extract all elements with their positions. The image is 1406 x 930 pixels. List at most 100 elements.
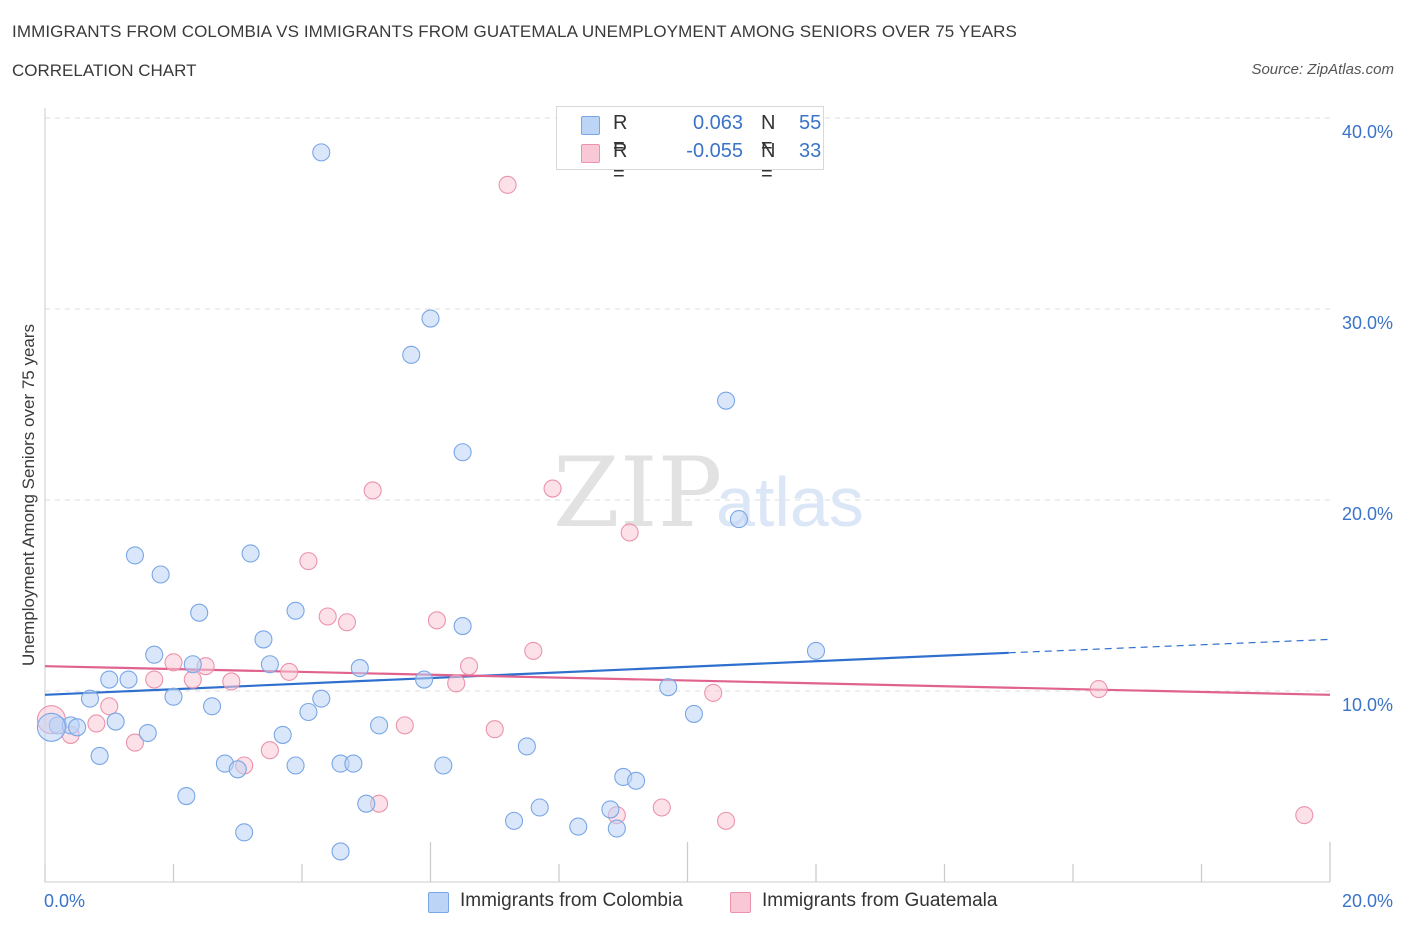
point-colombia — [350, 659, 369, 678]
bottom-legend-label-colombia: Immigrants from Colombia — [460, 890, 683, 911]
point-colombia — [312, 689, 331, 708]
legend-r-label: R = — [613, 140, 628, 185]
point-colombia — [370, 716, 389, 735]
point-guatemala — [1295, 806, 1314, 825]
point-colombia — [659, 678, 678, 697]
point-guatemala — [395, 716, 414, 735]
point-guatemala — [652, 798, 671, 817]
point-colombia — [434, 756, 453, 775]
trend-line-guatemala — [44, 665, 1331, 696]
point-guatemala — [145, 670, 164, 689]
point-guatemala — [87, 714, 106, 733]
point-colombia — [80, 689, 100, 708]
point-guatemala — [125, 733, 144, 752]
point-colombia — [90, 746, 109, 765]
point-colombia — [273, 725, 292, 744]
point-guatemala — [363, 481, 382, 500]
point-colombia — [241, 544, 260, 563]
point-colombia — [203, 697, 222, 716]
point-colombia — [228, 760, 247, 779]
point-guatemala — [543, 479, 562, 498]
source-label: Source: ZipAtlas.com — [1251, 61, 1394, 78]
point-guatemala — [164, 653, 183, 672]
y-tick-label: 40.0% — [1342, 122, 1393, 142]
point-colombia — [453, 617, 472, 636]
axes — [44, 108, 1331, 883]
legend-swatch-colombia — [581, 116, 600, 135]
point-guatemala — [459, 657, 479, 676]
point-colombia — [183, 655, 202, 674]
point-colombia — [190, 603, 209, 622]
point-colombia — [235, 823, 254, 842]
point-colombia — [344, 754, 363, 773]
chart-subtitle: CORRELATION CHART — [12, 61, 197, 80]
point-guatemala — [280, 662, 299, 681]
trend-line-colombia — [44, 651, 1009, 696]
point-colombia — [331, 842, 350, 861]
trend-lines — [44, 638, 1331, 696]
watermark-atlas: atlas — [716, 463, 864, 541]
legend-r-value: -0.055 — [686, 140, 743, 162]
point-guatemala — [524, 641, 543, 660]
point-colombia — [517, 737, 536, 756]
point-colombia — [569, 817, 588, 836]
legend-swatch-guatemala — [581, 144, 600, 163]
point-colombia — [151, 565, 170, 584]
point-guatemala — [260, 741, 279, 760]
data-points — [36, 143, 1314, 861]
grid-lines — [45, 117, 1330, 692]
point-colombia — [286, 756, 305, 775]
point-colombia — [164, 687, 183, 706]
point-colombia — [177, 786, 196, 806]
y-axis-label: Unemployment Among Seniors over 75 years — [19, 323, 38, 667]
y-tick-label: 30.0% — [1342, 313, 1393, 333]
watermark: ZIP atlas — [553, 437, 864, 549]
bottom-legend-label-guatemala: Immigrants from Guatemala — [762, 890, 998, 911]
bottom-legend-swatch-colombia — [428, 892, 449, 913]
bottom-legend-swatch-guatemala — [730, 892, 751, 913]
point-colombia — [607, 819, 626, 838]
point-colombia — [138, 723, 157, 743]
point-guatemala — [620, 523, 639, 542]
point-guatemala — [485, 720, 504, 739]
legend-r-value: 0.063 — [692, 112, 743, 134]
x-tick-label-min: 0.0% — [44, 891, 86, 911]
point-guatemala — [427, 611, 446, 630]
legend-n-value: 33 — [799, 140, 822, 162]
point-guatemala — [183, 670, 202, 689]
correlation-legend: R = 0.063 N = 55 R = -0.055 N = 33 — [556, 106, 824, 185]
point-colombia — [260, 655, 279, 674]
point-guatemala — [498, 175, 517, 194]
point-colombia — [530, 798, 549, 817]
point-colombia — [119, 670, 138, 689]
point-colombia — [106, 712, 125, 731]
legend-r-label: R = — [613, 112, 628, 157]
point-guatemala — [299, 552, 318, 571]
point-colombia — [254, 630, 273, 649]
point-colombia — [716, 391, 736, 410]
trend-line-colombia-extension — [1008, 638, 1331, 654]
point-guatemala — [318, 607, 337, 626]
point-colombia — [36, 712, 66, 742]
point-guatemala — [222, 672, 241, 691]
point-colombia — [125, 546, 144, 565]
point-colombia — [627, 771, 646, 790]
legend-n-label: N = — [761, 112, 776, 157]
point-colombia — [504, 811, 524, 830]
point-colombia — [145, 645, 164, 664]
point-guatemala — [447, 674, 466, 693]
legend-n-value: 55 — [799, 112, 822, 134]
point-guatemala — [100, 697, 119, 716]
x-tick-label-max: 20.0% — [1341, 891, 1393, 911]
point-colombia — [601, 800, 620, 819]
y-tick-label: 20.0% — [1342, 504, 1393, 524]
point-colombia — [312, 143, 331, 162]
point-guatemala — [704, 683, 723, 702]
point-colombia — [729, 510, 748, 529]
point-colombia — [357, 794, 376, 813]
point-colombia — [421, 309, 440, 328]
legend-n-label: N = — [761, 140, 776, 185]
point-colombia — [415, 670, 434, 689]
chart-title: IMMIGRANTS FROM COLOMBIA VS IMMIGRANTS F… — [12, 22, 1017, 41]
point-guatemala — [716, 811, 736, 830]
